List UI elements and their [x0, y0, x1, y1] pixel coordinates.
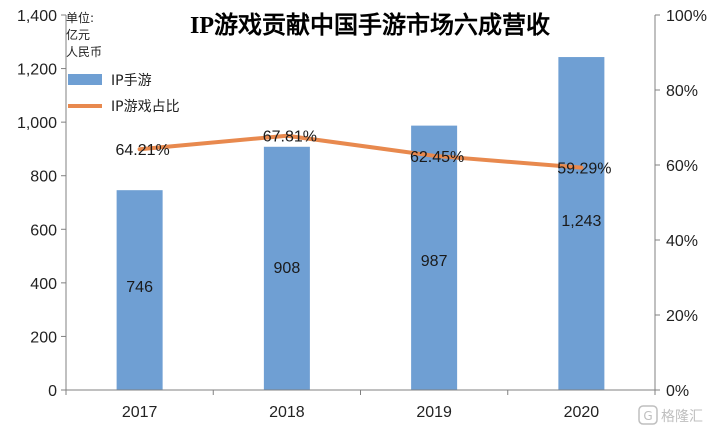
bar-data-label: 1,243	[561, 213, 601, 230]
bar-data-label: 746	[126, 279, 153, 296]
plot-area: 0 200 400 600 800 1,000 1,200 1,400 0% 20% 40% 60% 8…	[17, 8, 707, 421]
left-tick-label: 1,000	[17, 115, 57, 132]
legend-bar-swatch	[68, 74, 102, 85]
legend-bar-label: IP手游	[111, 73, 152, 89]
left-tick-label: 200	[30, 329, 57, 346]
bar-2019	[411, 125, 458, 390]
unit-label-line-3: 人民币	[66, 45, 102, 59]
bar-2017	[116, 190, 163, 390]
right-tick-label: 0%	[666, 383, 689, 400]
watermark-text: 格隆汇	[661, 409, 703, 425]
x-tick-label: 2020	[564, 404, 600, 421]
bar-2020	[558, 57, 605, 391]
right-tick-label: 60%	[666, 158, 698, 175]
unit-label-line-2: 亿元	[66, 27, 90, 42]
left-tick-label: 1,200	[17, 62, 57, 79]
unit-label: 单位: 亿元 人民币	[66, 10, 102, 59]
legend: IP手游 IP游戏占比	[68, 73, 180, 115]
line-data-label: 59.29%	[557, 161, 611, 178]
watermark-logo-glyph: G	[643, 409, 652, 423]
right-tick-label: 20%	[666, 308, 698, 325]
right-tick-label: 80%	[666, 83, 698, 100]
x-tick-label: 2018	[269, 404, 305, 421]
line-data-label: 64.21%	[115, 142, 169, 159]
legend-line-label: IP游戏占比	[111, 99, 180, 115]
watermark-logo-icon	[638, 405, 658, 425]
line-data-label: 67.81%	[263, 129, 317, 146]
left-tick-label: 0	[48, 383, 57, 400]
left-tick-label: 400	[30, 276, 57, 293]
watermark: G 格隆汇	[638, 405, 703, 425]
right-tick-label: 100%	[666, 8, 707, 25]
bar-data-label: 908	[274, 260, 301, 277]
left-tick-label: 600	[30, 222, 57, 239]
line-data-label: 62.45%	[410, 149, 464, 166]
bar-2018	[263, 146, 310, 390]
left-tick-label: 1,400	[17, 8, 57, 25]
left-tick-label: 800	[30, 169, 57, 186]
line-series-ip-share	[137, 133, 584, 170]
bar-data-label: 987	[421, 253, 448, 270]
x-tick-label: 2019	[416, 404, 452, 421]
unit-label-line-1: 单位:	[66, 10, 94, 25]
chart-title: IP游戏贡献中国手游市场六成营收	[190, 11, 550, 39]
x-tick-label: 2017	[122, 404, 158, 421]
right-tick-label: 40%	[666, 233, 698, 250]
